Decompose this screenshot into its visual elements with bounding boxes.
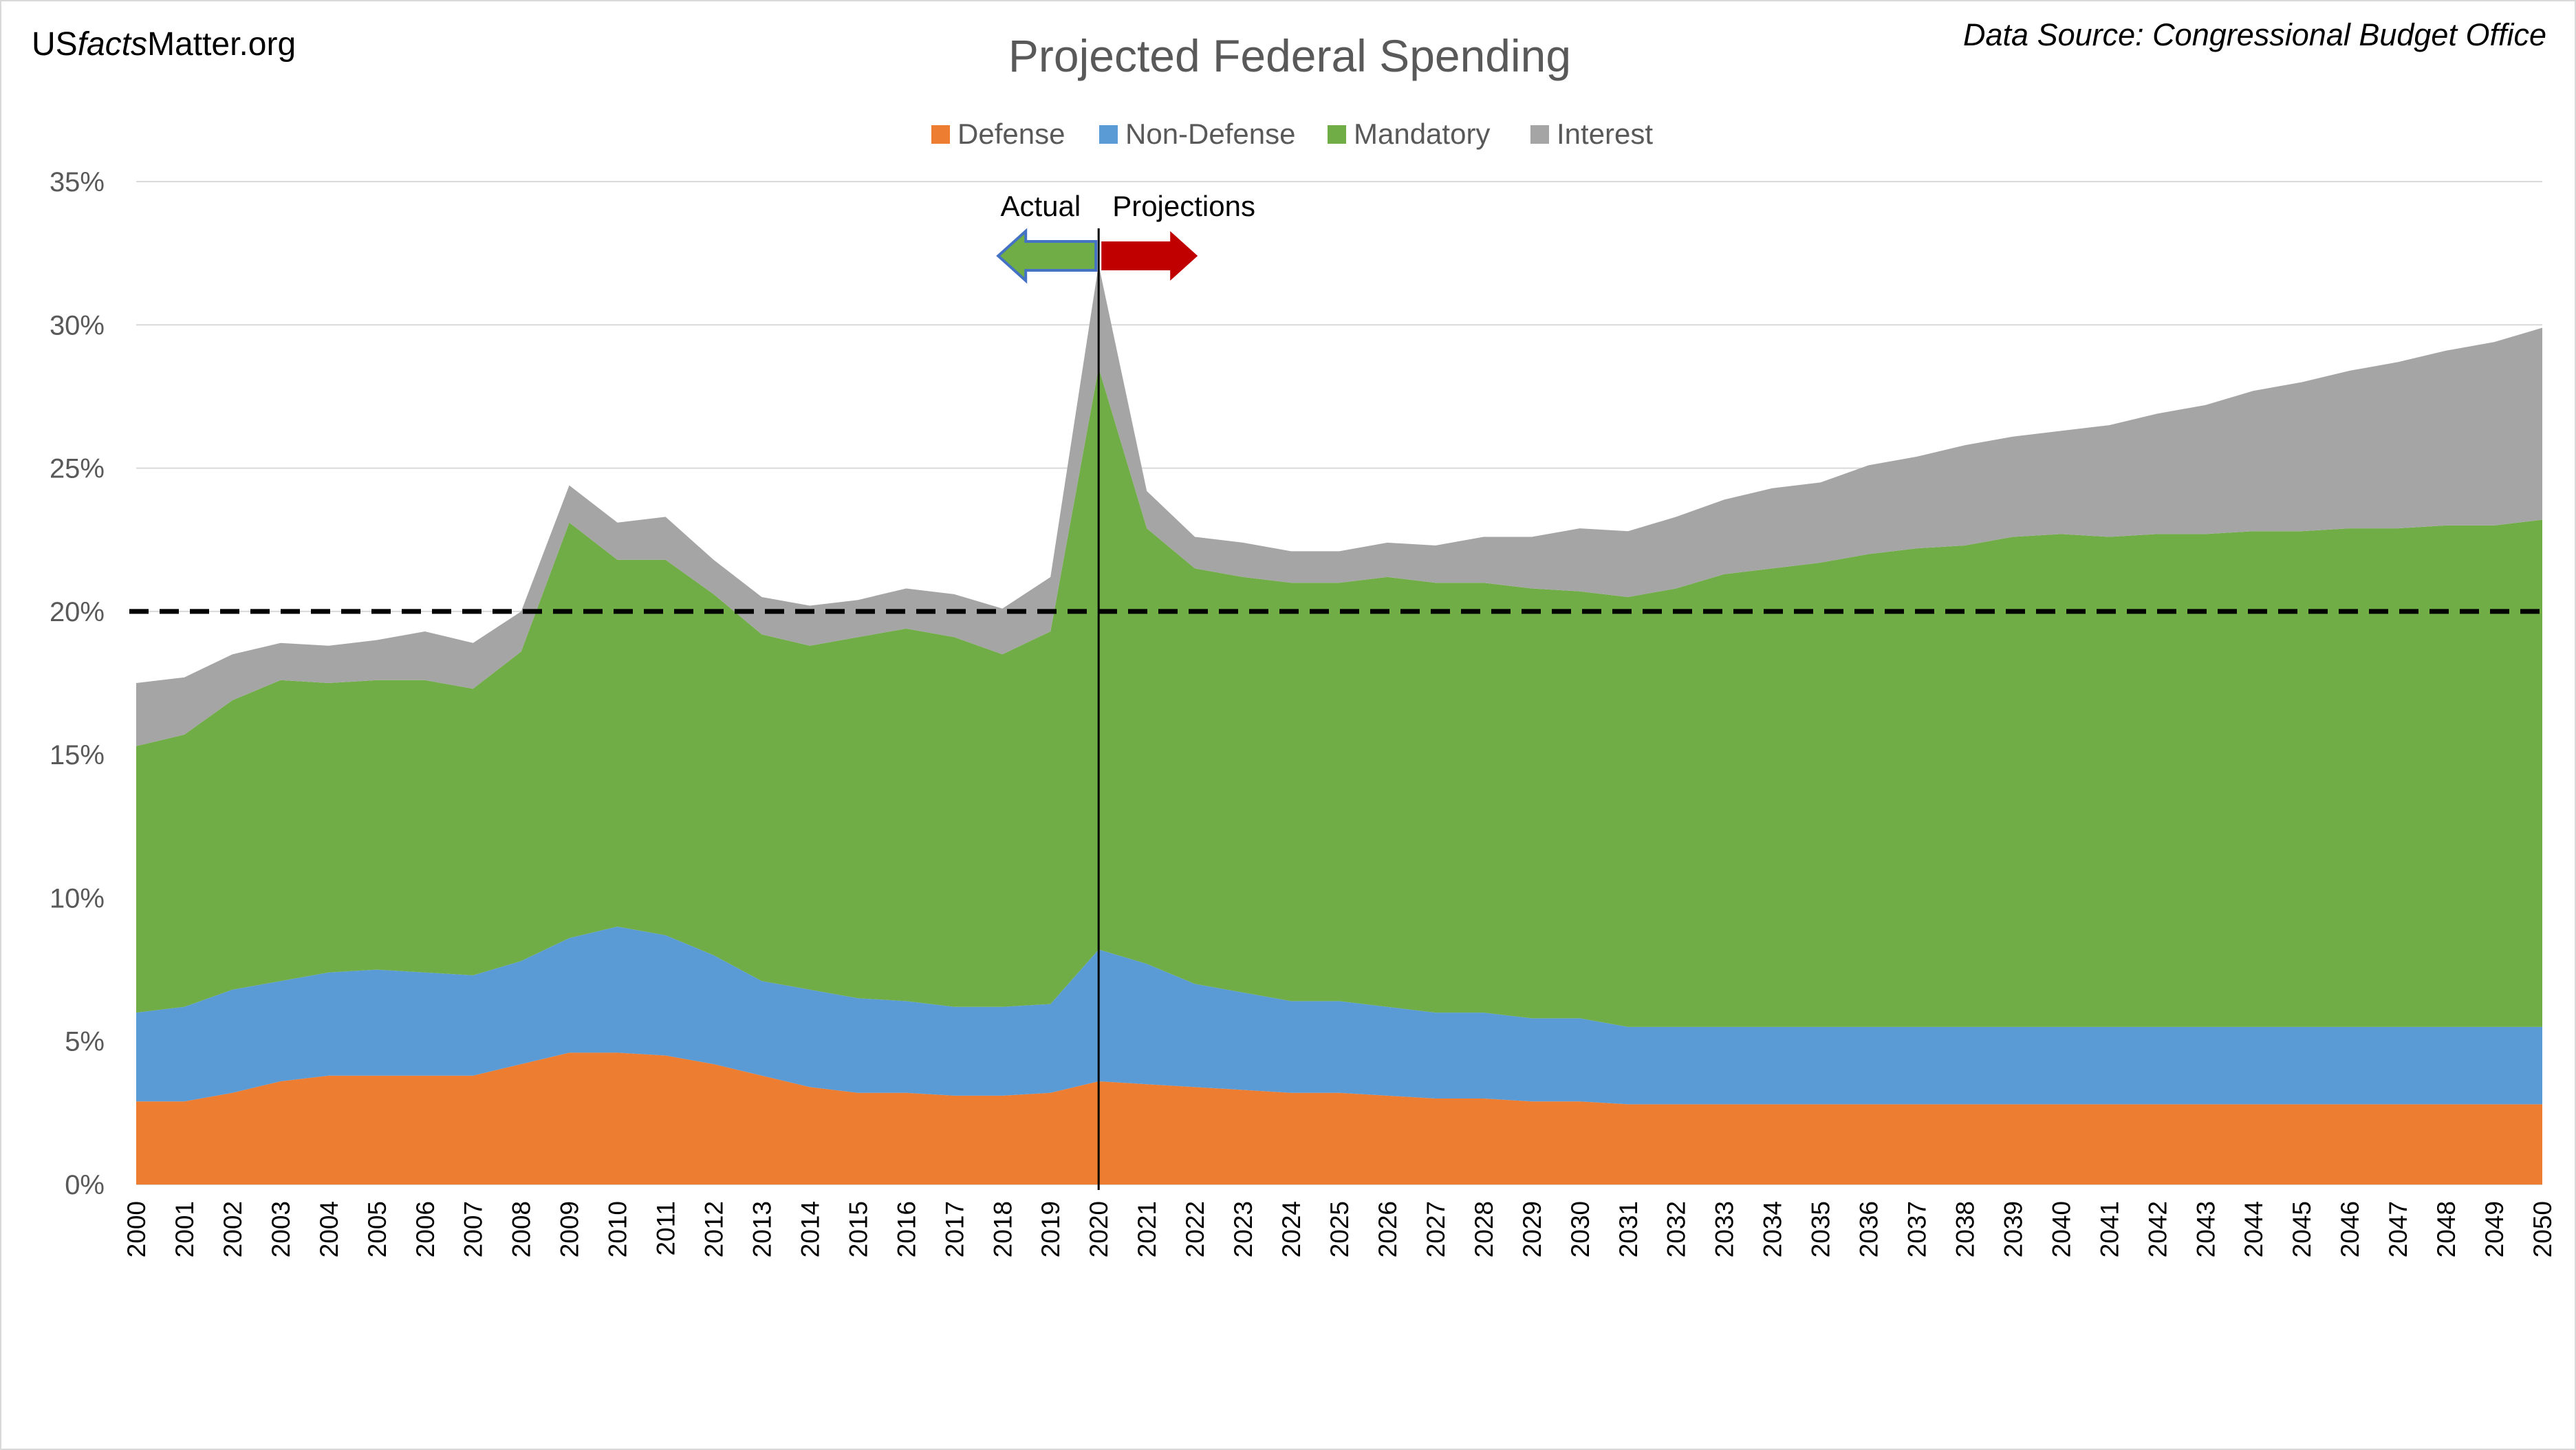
x-tick-label: 2000 [122, 1201, 151, 1257]
x-tick-label: 2014 [796, 1201, 824, 1257]
x-tick-label: 2022 [1181, 1201, 1209, 1257]
x-tick-label: 2027 [1422, 1201, 1450, 1257]
x-tick-label: 2002 [219, 1201, 247, 1257]
x-tick-label: 2010 [604, 1201, 632, 1257]
x-tick-label: 2004 [315, 1201, 343, 1257]
legend-swatch [1530, 125, 1549, 144]
y-tick-label: 30% [50, 310, 105, 340]
x-axis: 2000 2001 2002 2003 2004 2005 2006 2007 2008 2009… [122, 1201, 2557, 1257]
x-tick-label: 2026 [1374, 1201, 1402, 1257]
data-source-note: Data Source: Congressional Budget Office [1963, 17, 2546, 52]
actual-label: Actual [1000, 190, 1081, 222]
legend-label: Mandatory [1354, 118, 1490, 150]
legend-swatch [1328, 125, 1346, 144]
x-tick-label: 2047 [2384, 1201, 2412, 1257]
x-tick-label: 2038 [1951, 1201, 1979, 1257]
legend-label: Defense [957, 118, 1065, 150]
x-tick-label: 2037 [1903, 1201, 1931, 1257]
x-tick-label: 2029 [1518, 1201, 1546, 1257]
x-tick-label: 2034 [1759, 1201, 1787, 1257]
y-tick-label: 10% [50, 883, 105, 913]
area-series-mandatory [136, 367, 2542, 1027]
x-tick-label: 2017 [940, 1201, 968, 1257]
x-tick-label: 2050 [2529, 1201, 2557, 1257]
stacked-areas [136, 264, 2542, 1184]
x-tick-label: 2040 [2047, 1201, 2075, 1257]
y-tick-label: 5% [65, 1027, 105, 1057]
x-tick-label: 2041 [2095, 1201, 2123, 1257]
x-tick-label: 2006 [411, 1201, 440, 1257]
projections-arrow [1101, 231, 1198, 281]
x-tick-label: 2023 [1229, 1201, 1257, 1257]
y-tick-label: 25% [50, 454, 105, 484]
x-tick-label: 2001 [171, 1201, 199, 1257]
x-tick-label: 2021 [1133, 1201, 1161, 1257]
x-tick-label: 2044 [2240, 1201, 2268, 1257]
x-tick-label: 2020 [1085, 1201, 1113, 1257]
x-tick-label: 2007 [459, 1201, 488, 1257]
legend: Defense Non-Defense Mandatory Interest [931, 118, 1653, 150]
x-tick-label: 2043 [2191, 1201, 2220, 1257]
x-tick-label: 2025 [1325, 1201, 1354, 1257]
annotations: Actual Projections [129, 190, 2546, 1190]
x-tick-label: 2033 [1711, 1201, 1739, 1257]
x-tick-label: 2039 [1999, 1201, 2027, 1257]
area-series-defense [136, 1052, 2542, 1184]
y-axis: 0% 5% 10% 15% 20% 25% 30% 35% [50, 167, 105, 1200]
x-tick-label: 2049 [2480, 1201, 2509, 1257]
x-tick-label: 2031 [1614, 1201, 1643, 1257]
legend-swatch [931, 125, 950, 144]
x-tick-label: 2019 [1037, 1201, 1065, 1257]
y-tick-label: 15% [50, 740, 105, 770]
x-tick-label: 2005 [363, 1201, 391, 1257]
y-tick-label: 0% [65, 1170, 105, 1200]
x-tick-label: 2030 [1566, 1201, 1594, 1257]
x-tick-label: 2018 [988, 1201, 1017, 1257]
x-tick-label: 2003 [267, 1201, 295, 1257]
chart-title: Projected Federal Spending [1008, 30, 1571, 81]
x-tick-label: 2032 [1663, 1201, 1691, 1257]
area-series-non-defense [136, 927, 2542, 1105]
x-tick-label: 2013 [748, 1201, 776, 1257]
x-tick-label: 2024 [1277, 1201, 1306, 1257]
legend-label: Interest [1557, 118, 1653, 150]
actual-arrow [996, 228, 1098, 284]
x-tick-label: 2012 [700, 1201, 728, 1257]
x-tick-label: 2016 [892, 1201, 920, 1257]
legend-label: Non-Defense [1125, 118, 1295, 150]
x-tick-label: 2045 [2288, 1201, 2316, 1257]
area-series-interest [136, 264, 2542, 746]
y-tick-label: 35% [50, 167, 105, 197]
y-tick-label: 20% [50, 597, 105, 627]
x-tick-label: 2011 [652, 1201, 680, 1256]
x-tick-label: 2035 [1807, 1201, 1835, 1257]
x-tick-label: 2048 [2432, 1201, 2460, 1257]
x-tick-label: 2008 [508, 1201, 536, 1257]
x-tick-label: 2015 [844, 1201, 872, 1257]
legend-swatch [1099, 125, 1118, 144]
x-tick-label: 2028 [1470, 1201, 1498, 1257]
x-tick-label: 2036 [1855, 1201, 1883, 1257]
brand-logo: USfactsMatter.org [32, 26, 296, 63]
x-tick-label: 2042 [2143, 1201, 2172, 1257]
x-tick-label: 2046 [2336, 1201, 2364, 1257]
projections-label: Projections [1112, 190, 1255, 222]
x-tick-label: 2009 [556, 1201, 584, 1257]
